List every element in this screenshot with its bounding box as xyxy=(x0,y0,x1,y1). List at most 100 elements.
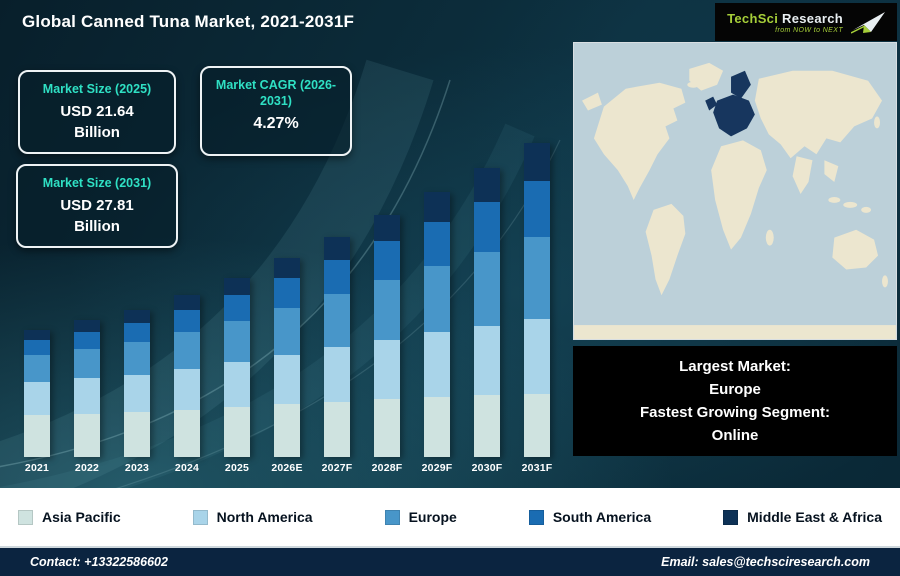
bar-column-2024: 2024 xyxy=(162,295,212,474)
island xyxy=(828,196,841,203)
legend-label: Europe xyxy=(408,509,457,525)
stat-card-market-cagr: Market CAGR (2026-2031) 4.27% xyxy=(200,66,352,156)
market-callout: Largest Market: Europe Fastest Growing S… xyxy=(573,346,897,456)
bar-segment-north-america xyxy=(24,382,50,416)
island-japan xyxy=(874,116,881,129)
bar-stack xyxy=(174,295,200,457)
legend-item-south-america: South America xyxy=(528,509,652,525)
bar-column-2026e: 2026E xyxy=(262,258,312,474)
bar-label: 2023 xyxy=(124,462,150,474)
bar-label: 2026E xyxy=(271,462,303,474)
bar-label: 2021 xyxy=(24,462,50,474)
bar-label: 2022 xyxy=(74,462,100,474)
stat-card-title: Market Size (2025) xyxy=(42,82,152,96)
bar-segment-north-america xyxy=(324,347,350,402)
bar-segment-asia-pacific xyxy=(124,412,150,457)
bar-column-2028f: 2028F xyxy=(362,215,412,474)
bar-segment-europe xyxy=(424,266,450,333)
main-panel: Global Canned Tuna Market, 2021-2031F Te… xyxy=(0,0,900,488)
region-southeast-asia xyxy=(824,160,839,183)
bar-stack xyxy=(424,192,450,457)
bar-segment-middle-east-africa xyxy=(424,192,450,222)
bar-segment-asia-pacific xyxy=(274,404,300,457)
callout-line: Europe xyxy=(709,381,761,398)
legend-swatch xyxy=(18,509,33,525)
logo-tagline: from NOW to NEXT xyxy=(775,26,843,34)
bar-column-2029f: 2029F xyxy=(412,192,462,474)
bar-column-2030f: 2030F xyxy=(462,168,512,474)
stat-card-unit: Billion xyxy=(74,218,120,235)
world-map-panel xyxy=(573,42,897,340)
bar-segment-south-america xyxy=(524,180,550,238)
legend-label: Middle East & Africa xyxy=(747,509,882,525)
brand-logo: TechSci Research from NOW to NEXT xyxy=(715,3,897,41)
bar-segment-middle-east-africa xyxy=(74,320,100,332)
bar-stack xyxy=(224,278,250,457)
legend-item-middle-east-africa: Middle East & Africa xyxy=(723,509,882,525)
stat-card-value: 4.27% xyxy=(253,115,299,132)
legend-item-north-america: North America xyxy=(192,509,313,525)
legend-swatch xyxy=(384,509,400,525)
bar-segment-south-america xyxy=(424,221,450,267)
stat-card-title: Market Size (2031) xyxy=(42,176,152,190)
bar-segment-asia-pacific xyxy=(524,394,550,457)
bar-segment-south-america xyxy=(324,259,350,295)
bar-segment-middle-east-africa xyxy=(224,278,250,296)
logo-brand: TechSci Research xyxy=(727,11,843,26)
map-region-europe-uk xyxy=(705,96,718,111)
bar-segment-middle-east-africa xyxy=(174,295,200,310)
contact-phone: Contact: +13322586602 xyxy=(30,555,168,569)
bar-segment-north-america xyxy=(74,378,100,414)
bar-label: 2030F xyxy=(471,462,503,474)
bar-segment-europe xyxy=(74,348,100,379)
bar-stack xyxy=(24,330,50,457)
bar-segment-europe xyxy=(224,321,250,363)
bar-label: 2025 xyxy=(224,462,250,474)
bar-stack xyxy=(124,310,150,457)
bar-segment-middle-east-africa xyxy=(524,143,550,181)
bar-segment-north-america xyxy=(374,339,400,400)
bar-segment-south-america xyxy=(74,331,100,349)
bar-segment-europe xyxy=(324,294,350,348)
bar-segment-europe xyxy=(274,307,300,355)
legend-swatch xyxy=(528,509,544,525)
bar-stack xyxy=(374,215,400,457)
bar-stack xyxy=(524,143,550,457)
legend-label: North America xyxy=(216,509,313,525)
bar-segment-europe xyxy=(174,332,200,369)
stat-card-value: USD 27.81 xyxy=(60,197,134,214)
bar-segment-europe xyxy=(474,251,500,326)
stat-card-unit: Billion xyxy=(74,124,120,141)
bar-segment-north-america xyxy=(524,318,550,395)
bar-segment-north-america xyxy=(224,362,250,408)
island-madagascar xyxy=(765,229,774,246)
bar-segment-north-america xyxy=(174,368,200,410)
continent-antarctica xyxy=(574,325,896,339)
callout-line: Online xyxy=(711,427,759,444)
bar-segment-europe xyxy=(124,342,150,375)
world-map xyxy=(574,43,896,339)
stat-card-value: USD 21.64 xyxy=(60,103,134,120)
bar-segment-north-america xyxy=(274,354,300,405)
legend-label: South America xyxy=(552,509,652,525)
island-new-zealand xyxy=(882,275,888,288)
bar-label: 2024 xyxy=(174,462,200,474)
chart-legend: Asia Pacific North America Europe South Ame… xyxy=(0,488,900,546)
bar-segment-north-america xyxy=(424,332,450,398)
continent-alaska xyxy=(582,92,602,111)
paper-plane-icon xyxy=(851,12,885,34)
continent-africa xyxy=(711,140,767,250)
bar-column-2031f: 2031F xyxy=(512,143,562,474)
stacked-bar-chart: 2021 2022 2023 2024 2025 2026E 2027F 2028F 2029F… xyxy=(12,143,562,474)
bar-segment-south-america xyxy=(124,323,150,343)
map-region-europe-scandinavia xyxy=(731,70,751,99)
footer-bar: Contact: +13322586602 Email: sales@techs… xyxy=(0,546,900,576)
bar-stack xyxy=(74,320,100,457)
bar-column-2027f: 2027F xyxy=(312,237,362,474)
continent-australia xyxy=(832,229,879,270)
legend-item-europe: Europe xyxy=(384,509,457,525)
bar-segment-south-america xyxy=(24,340,50,356)
continent-asia xyxy=(754,70,883,159)
bar-segment-north-america xyxy=(474,325,500,396)
continent-north-america xyxy=(593,82,686,200)
